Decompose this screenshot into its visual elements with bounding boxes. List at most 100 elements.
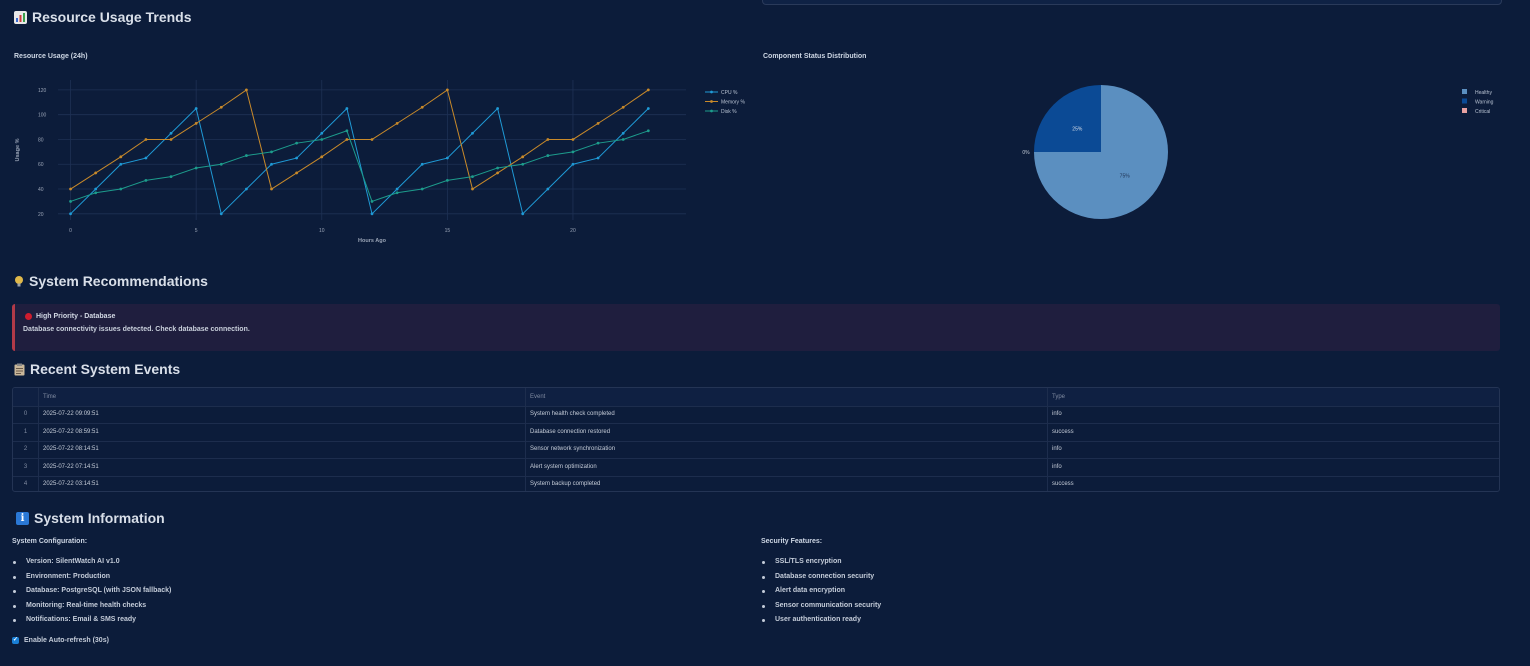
data-point xyxy=(94,191,98,195)
lightbulb-icon xyxy=(14,275,24,288)
data-point xyxy=(646,88,650,92)
table-row[interactable]: 0 2025-07-22 09:09:51 System health chec… xyxy=(13,405,1499,424)
alert-title-row: High Priority - Database xyxy=(25,313,115,320)
data-point xyxy=(521,155,525,159)
system-info-title: System Information xyxy=(34,510,165,526)
column-header-time[interactable]: Time xyxy=(38,388,526,406)
data-point xyxy=(194,107,198,110)
data-point xyxy=(596,141,600,145)
y-tick-label: 40 xyxy=(38,187,44,193)
data-point xyxy=(69,187,72,191)
data-point xyxy=(420,187,424,191)
config-list: Version: SilentWatch AI v1.0 Environment… xyxy=(12,558,171,631)
event-time: 2025-07-22 08:59:51 xyxy=(38,423,526,441)
data-point xyxy=(621,138,625,141)
data-point xyxy=(245,187,248,191)
legend-marker xyxy=(710,109,713,113)
legend-label: Healthy xyxy=(1475,90,1492,96)
x-axis-label: Hours Ago xyxy=(358,238,387,244)
list-item: Database: PostgreSQL (with JSON fallback… xyxy=(12,587,171,602)
data-point xyxy=(144,156,148,160)
data-point xyxy=(219,212,223,216)
line-chart-title: Resource Usage (24h) xyxy=(14,53,88,60)
data-point xyxy=(621,131,625,135)
data-point xyxy=(345,138,349,141)
data-point xyxy=(194,121,198,125)
data-point xyxy=(270,187,273,191)
pie-slice-label: 0% xyxy=(1022,150,1030,156)
red-circle-icon xyxy=(25,313,32,320)
pie-slice-label: 25% xyxy=(1072,126,1083,132)
data-point xyxy=(69,200,72,203)
data-point xyxy=(270,162,273,166)
event-description: System health check completed xyxy=(525,405,1047,423)
data-point xyxy=(370,138,374,141)
data-point xyxy=(646,129,650,133)
data-point xyxy=(94,171,98,175)
event-description: System backup completed xyxy=(525,475,1047,491)
bar-chart-icon xyxy=(14,10,27,24)
data-point xyxy=(245,88,248,92)
events-table[interactable]: Time Event Type 0 2025-07-22 09:09:51 Sy… xyxy=(12,387,1500,492)
event-time: 2025-07-22 03:14:51 xyxy=(38,475,526,491)
event-time: 2025-07-22 09:09:51 xyxy=(38,405,526,423)
data-point xyxy=(546,138,550,141)
legend-label: Memory % xyxy=(721,100,745,106)
list-item: Monitoring: Real-time health checks xyxy=(12,602,171,617)
checkbox-checked-icon[interactable]: ✓ xyxy=(12,637,19,644)
table-row[interactable]: 4 2025-07-22 03:14:51 System backup comp… xyxy=(13,475,1499,491)
event-description: Database connection restored xyxy=(525,423,1047,441)
event-time: 2025-07-22 08:14:51 xyxy=(38,440,526,458)
data-point xyxy=(370,212,374,216)
table-row[interactable]: 2 2025-07-22 08:14:51 Sensor network syn… xyxy=(13,440,1499,459)
auto-refresh-toggle[interactable]: ✓ Enable Auto-refresh (30s) xyxy=(12,637,109,644)
resource-section-header: Resource Usage Trends xyxy=(14,9,192,25)
event-type: info xyxy=(1047,458,1499,476)
event-description: Alert system optimization xyxy=(525,458,1047,476)
list-item: Sensor communication security xyxy=(761,602,881,617)
table-row[interactable]: 3 2025-07-22 07:14:51 Alert system optim… xyxy=(13,458,1499,477)
data-point xyxy=(571,162,575,166)
list-item: Database connection security xyxy=(761,573,881,588)
data-point xyxy=(395,191,399,195)
legend-swatch xyxy=(1462,98,1467,104)
events-header: Recent System Events xyxy=(14,361,180,377)
row-index: 1 xyxy=(23,428,28,435)
data-point xyxy=(571,150,575,154)
data-point xyxy=(320,155,324,159)
data-point xyxy=(596,156,600,160)
data-point xyxy=(521,162,525,166)
data-point xyxy=(295,141,299,145)
data-point xyxy=(295,171,299,175)
data-point xyxy=(194,166,198,170)
data-point xyxy=(496,171,499,175)
column-header-event[interactable]: Event xyxy=(525,388,1047,406)
resource-usage-line-chart[interactable]: 20 40 60 80 100 120 0 5 10 15 20 Hours Ago Usage % CP… xyxy=(0,70,760,255)
x-tick-label: 5 xyxy=(195,228,198,234)
column-header-type[interactable]: Type xyxy=(1047,388,1499,406)
alert-text: Database connectivity issues detected. C… xyxy=(23,326,250,333)
table-header-row: Time Event Type xyxy=(13,388,1499,407)
data-point xyxy=(521,212,525,216)
security-list: SSL/TLS encryption Database connection s… xyxy=(761,558,881,631)
event-time: 2025-07-22 07:14:51 xyxy=(38,458,526,476)
legend-swatch xyxy=(1462,108,1467,113)
data-point xyxy=(169,175,173,179)
event-type: success xyxy=(1047,475,1499,491)
data-point xyxy=(546,154,550,157)
config-title: System Configuration: xyxy=(12,538,88,545)
legend-label: Disk % xyxy=(721,109,737,115)
data-point xyxy=(320,138,324,141)
data-point xyxy=(496,107,499,110)
table-row[interactable]: 1 2025-07-22 08:59:51 Database connectio… xyxy=(13,423,1499,442)
data-point xyxy=(144,138,148,141)
x-tick-label: 10 xyxy=(319,228,325,234)
recommendations-title: System Recommendations xyxy=(29,273,208,289)
data-point xyxy=(471,187,474,191)
component-status-pie-chart[interactable]: 75% 25% 0% Healthy Warning Critical xyxy=(760,70,1530,255)
top-card-edge xyxy=(762,0,1502,5)
data-point xyxy=(445,178,449,182)
data-point xyxy=(345,107,349,110)
event-type: info xyxy=(1047,440,1499,458)
pie-slice-label: 75% xyxy=(1120,174,1131,180)
